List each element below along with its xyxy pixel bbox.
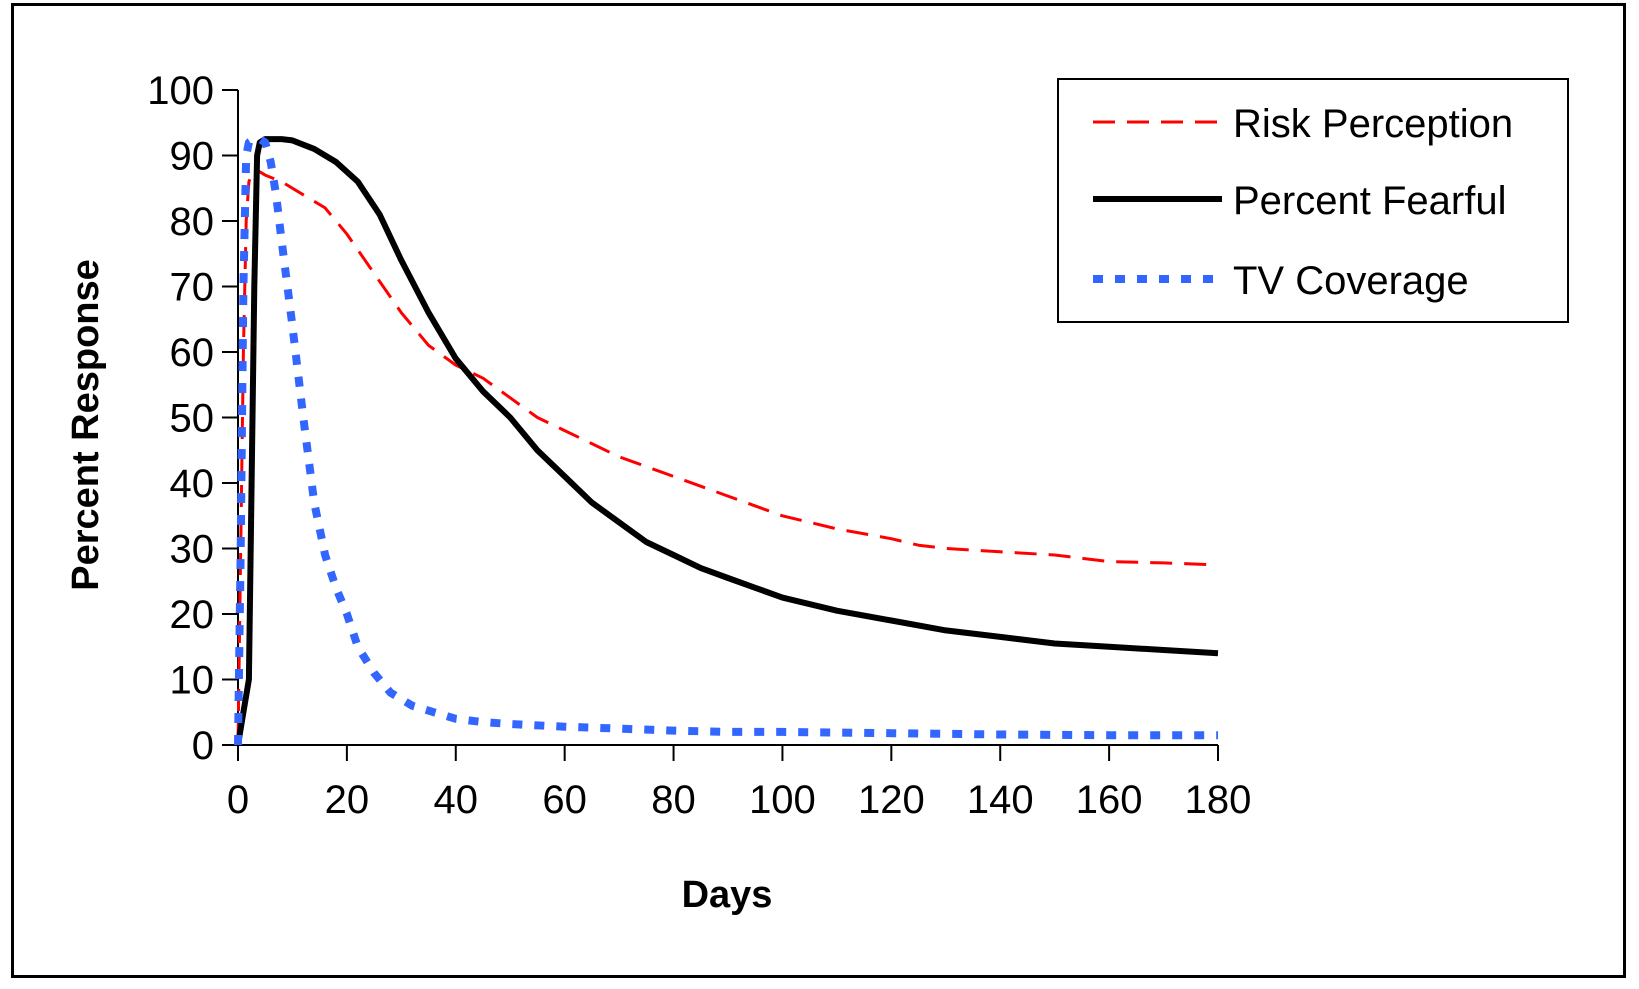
y-axis: 0 10 20 30 40 50 60 70 80 90 100: [147, 69, 239, 768]
y-tick-label: 30: [170, 528, 215, 572]
y-tick-label: 70: [170, 266, 215, 310]
x-tick-label: 60: [542, 778, 587, 822]
y-axis-title: Percent Response: [65, 259, 107, 591]
x-tick-label: 120: [858, 778, 925, 822]
x-axis: 0 20 40 60 80 100 120 140 160 180: [227, 744, 1252, 822]
y-tick-label: 0: [192, 724, 214, 768]
legend: Risk Perception Percent Fearful TV Cover…: [1057, 78, 1569, 323]
x-tick-label: 100: [749, 778, 816, 822]
legend-label-tv-coverage: TV Coverage: [1233, 259, 1469, 303]
series-layer: [234, 135, 1219, 746]
y-tick-label: 40: [170, 462, 215, 506]
x-tick-label: 160: [1076, 778, 1143, 822]
y-tick-label: 80: [170, 200, 215, 244]
x-axis-title: Days: [682, 874, 773, 916]
legend-label-percent-fearful: Percent Fearful: [1233, 179, 1506, 223]
x-tick-label: 80: [651, 778, 696, 822]
x-tick-label: 0: [227, 778, 249, 822]
y-tick-label: 20: [170, 593, 215, 637]
y-tick-label: 90: [170, 135, 215, 179]
y-tick-label: 50: [170, 397, 215, 441]
legend-label-risk-perception: Risk Perception: [1233, 102, 1513, 146]
x-tick-label: 40: [434, 778, 479, 822]
x-tick-label: 180: [1185, 778, 1252, 822]
y-tick-label: 10: [170, 659, 215, 703]
y-tick-label: 60: [170, 331, 215, 375]
y-tick-label: 100: [147, 69, 214, 113]
x-tick-label: 20: [325, 778, 370, 822]
x-tick-label: 140: [967, 778, 1034, 822]
